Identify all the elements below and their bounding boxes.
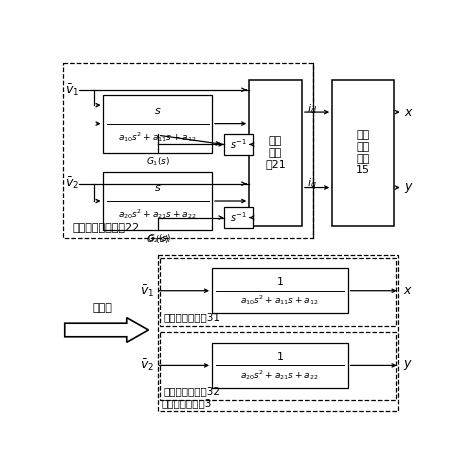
Text: $s$: $s$: [154, 183, 161, 194]
Text: $a_{10}s^2+a_{11}s+a_{12}$: $a_{10}s^2+a_{11}s+a_{12}$: [118, 130, 197, 143]
Text: 支持向量机广义逆22: 支持向量机广义逆22: [72, 222, 139, 232]
Bar: [103, 172, 212, 230]
Text: $1$: $1$: [275, 350, 283, 362]
Bar: [160, 258, 395, 326]
Text: $G\ (s)$: $G\ (s)$: [146, 233, 169, 245]
FancyArrow shape: [65, 318, 148, 342]
Bar: [63, 63, 312, 237]
Bar: [331, 80, 393, 226]
Bar: [223, 134, 253, 155]
Bar: [103, 95, 212, 153]
Text: 广义伪线性系统3: 广义伪线性系统3: [161, 398, 212, 409]
Text: $G_2(s)$: $G_2(s)$: [147, 233, 171, 245]
Text: $a_{20}s^2+a_{21}s+a_{22}$: $a_{20}s^2+a_{21}s+a_{22}$: [240, 368, 318, 382]
Text: $s$: $s$: [154, 106, 161, 116]
Text: $1$: $1$: [275, 275, 283, 287]
Text: 位移线性子系统32: 位移线性子系统32: [164, 386, 221, 396]
Text: $G_1(s)$: $G_1(s)$: [145, 156, 169, 169]
Bar: [248, 80, 301, 226]
Text: $\bar{v}_1$: $\bar{v}_1$: [139, 283, 153, 298]
Text: $s^{-1}$: $s^{-1}$: [229, 211, 246, 225]
Text: $y$: $y$: [403, 180, 413, 194]
Text: $s^{-1}$: $s^{-1}$: [229, 137, 246, 152]
Text: 位移线性子系统31: 位移线性子系统31: [164, 312, 221, 322]
Text: $\bar{v}_2$: $\bar{v}_2$: [65, 176, 79, 192]
Text: 等效为: 等效为: [92, 303, 112, 312]
Bar: [157, 255, 397, 411]
Text: $x$: $x$: [402, 284, 412, 297]
Text: $a_{10}s^2+a_{11}s+a_{12}$: $a_{10}s^2+a_{11}s+a_{12}$: [240, 294, 318, 307]
Text: 复合
被控
对象
15: 复合 被控 对象 15: [355, 130, 369, 175]
Text: $\bar{v}_2$: $\bar{v}_2$: [139, 358, 153, 373]
Bar: [160, 332, 395, 400]
Text: $x$: $x$: [403, 106, 413, 118]
Text: 支持
向量
机21: 支持 向量 机21: [265, 136, 285, 169]
Text: $i_d$: $i_d$: [306, 102, 316, 116]
Text: $\bar{v}_1$: $\bar{v}_1$: [65, 82, 79, 98]
Bar: [212, 269, 347, 313]
Text: $a_{20}s^2+a_{21}s+a_{22}$: $a_{20}s^2+a_{21}s+a_{22}$: [118, 207, 197, 221]
Bar: [223, 207, 253, 228]
Bar: [212, 343, 347, 388]
Text: $i_q$: $i_q$: [306, 176, 316, 193]
Text: $y$: $y$: [402, 358, 412, 372]
